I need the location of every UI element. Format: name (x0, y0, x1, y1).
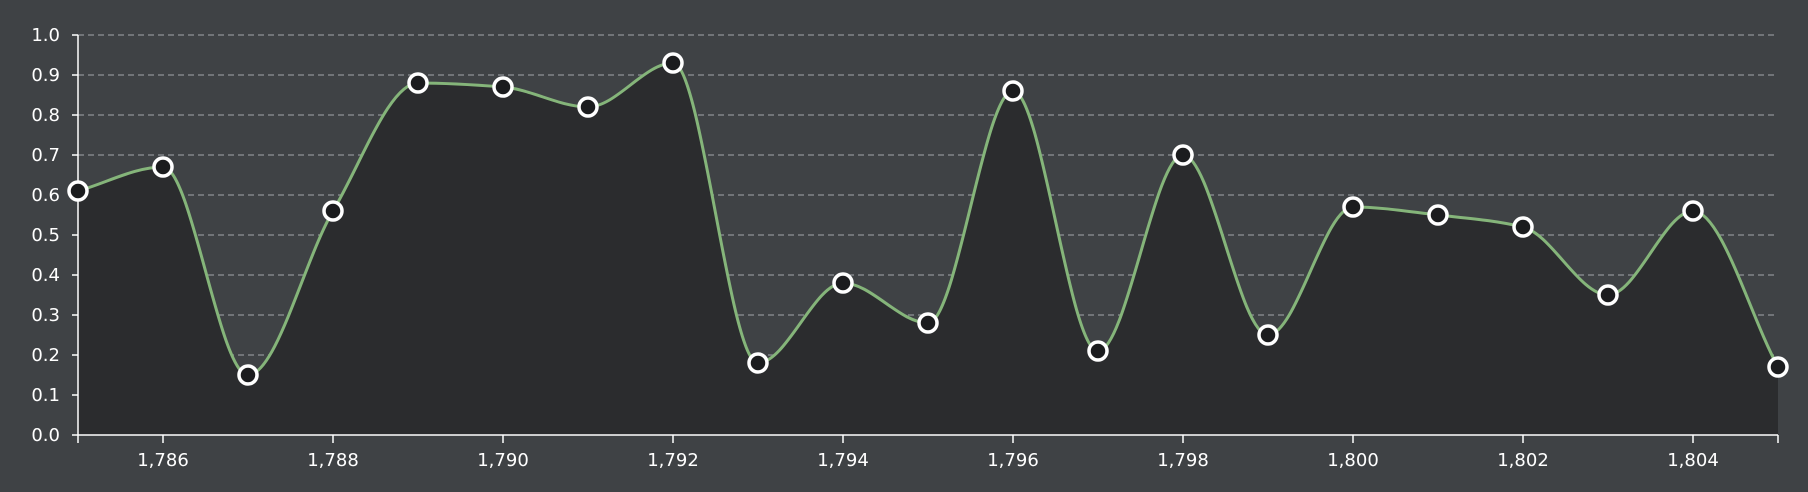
x-tick-label: 1,794 (817, 450, 869, 471)
y-tick-label: 0.3 (31, 305, 60, 326)
series-area-fill (78, 63, 1778, 435)
x-tick-label: 1,796 (987, 450, 1039, 471)
data-point (662, 52, 684, 74)
data-point (1512, 216, 1534, 238)
data-point (917, 312, 939, 334)
y-tick-label: 1.0 (31, 25, 60, 46)
data-point (1342, 196, 1364, 218)
data-point (747, 352, 769, 374)
x-tick-label: 1,800 (1327, 450, 1379, 471)
x-tick-label: 1,790 (477, 450, 529, 471)
y-tick-label: 0.0 (31, 425, 60, 446)
series-line (77, 61, 1780, 377)
x-axis-ticks: 1,786 1,788 1,790 1,792 1,794 1,796 1,798 1,800… (77, 435, 1779, 471)
y-tick-label: 0.9 (31, 65, 60, 86)
data-point (237, 364, 259, 386)
data-point (1427, 204, 1449, 226)
x-tick-label: 1,802 (1497, 450, 1549, 471)
x-tick-label: 1,786 (137, 450, 189, 471)
y-tick-label: 0.8 (31, 105, 60, 126)
data-point (1002, 80, 1024, 102)
y-tick-label: 0.7 (31, 145, 60, 166)
data-point (407, 72, 429, 94)
data-point (322, 200, 344, 222)
data-point (1767, 356, 1789, 378)
x-tick-label: 1,792 (647, 450, 699, 471)
data-point (1172, 144, 1194, 166)
data-point (492, 76, 514, 98)
y-tick-label: 0.6 (31, 185, 60, 206)
data-point (1682, 200, 1704, 222)
data-point (1257, 324, 1279, 346)
data-point (152, 156, 174, 178)
data-point (1597, 284, 1619, 306)
data-points (67, 52, 1789, 386)
x-tick-label: 1,788 (307, 450, 359, 471)
y-tick-label: 0.2 (31, 345, 60, 366)
y-tick-label: 0.4 (31, 265, 60, 286)
x-tick-label: 1,804 (1667, 450, 1719, 471)
data-point (1087, 340, 1109, 362)
y-axis-ticks: 0.0 0.1 0.2 0.3 0.4 0.5 0.6 0.7 0.8 0.9 1.0 (31, 25, 78, 446)
data-point (67, 180, 89, 202)
x-tick-label: 1,798 (1157, 450, 1209, 471)
y-tick-label: 0.1 (31, 385, 60, 406)
y-tick-label: 0.5 (31, 225, 60, 246)
data-point (577, 96, 599, 118)
data-point (832, 272, 854, 294)
